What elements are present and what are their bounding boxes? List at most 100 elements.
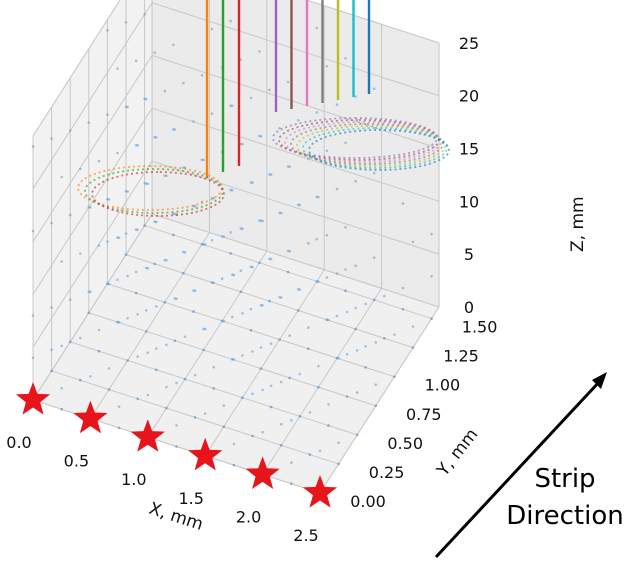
- scatter-point: [241, 142, 244, 146]
- scatter-point: [393, 333, 396, 336]
- scatter-point: [31, 145, 35, 148]
- scatter-point: [290, 482, 293, 486]
- scatter-point: [183, 251, 187, 254]
- scatter-point: [117, 405, 121, 409]
- scatter-point: [393, 375, 396, 379]
- scatter-point: [325, 276, 329, 279]
- scatter-point: [212, 365, 215, 369]
- scatter-point: [146, 266, 150, 270]
- scatter-point: [202, 348, 205, 352]
- scatter-point: [143, 13, 146, 16]
- scatter-point: [155, 136, 158, 139]
- y-tick-label: 1.25: [443, 347, 479, 366]
- scatter-point: [286, 270, 290, 274]
- scatter-point: [60, 260, 63, 263]
- scatter-point: [172, 43, 175, 47]
- scatter-point: [232, 463, 236, 467]
- scatter-point: [31, 314, 35, 317]
- scatter-point: [175, 445, 178, 448]
- scatter-point: [249, 328, 253, 332]
- scatter-point: [315, 26, 319, 30]
- scatter-point: [97, 244, 101, 247]
- scatter-point: [335, 314, 339, 318]
- scatter-point: [203, 412, 207, 415]
- scatter-point: [279, 380, 283, 384]
- scatter-point: [107, 282, 111, 286]
- scatter-point: [401, 202, 405, 205]
- scatter-point: [337, 462, 340, 466]
- scatter-point: [165, 259, 168, 262]
- trajectory-loop: [296, 125, 446, 167]
- scatter-point: [269, 173, 273, 176]
- scatter-point: [212, 197, 215, 200]
- scatter-point: [345, 395, 349, 398]
- scatter-point: [124, 21, 128, 24]
- trajectory-loop: [84, 168, 224, 214]
- z-tick-label: 0: [464, 298, 474, 317]
- scatter-point: [106, 240, 109, 243]
- scatter-point: [231, 315, 234, 319]
- scatter-point: [182, 271, 185, 275]
- scatter-point: [107, 388, 111, 391]
- gridline-z: [32, 0, 440, 137]
- scatter-point: [50, 221, 53, 225]
- scatter-point: [308, 411, 312, 414]
- scatter-point: [315, 111, 319, 114]
- scatter-point: [163, 301, 167, 304]
- scatter-point: [183, 335, 187, 339]
- scatter-point: [307, 241, 310, 245]
- scatter-point: [268, 299, 271, 303]
- scatter-point: [354, 306, 357, 310]
- scatter-point: [411, 325, 415, 328]
- scatter-point: [317, 280, 320, 283]
- scatter-point: [269, 342, 273, 345]
- y-tick-label: 1.50: [462, 318, 498, 337]
- scatter-point: [97, 159, 101, 163]
- scatter-point: [307, 326, 310, 330]
- scatter-point: [317, 385, 320, 389]
- z-tick-label: 10: [459, 192, 479, 211]
- scatter-point: [172, 233, 175, 237]
- scatter-point: [222, 425, 226, 429]
- scatter-point: [107, 198, 111, 201]
- scatter-point: [374, 404, 378, 408]
- strip-direction-label-line1: Strip: [534, 464, 595, 494]
- scatter-point: [155, 347, 158, 350]
- star-marker: [188, 437, 223, 471]
- scatter-point: [193, 204, 197, 208]
- scatter-point: [298, 203, 302, 207]
- scatter-point: [144, 97, 148, 101]
- scatter-point: [354, 327, 357, 331]
- trajectory-loop: [272, 117, 438, 159]
- scatter-point: [269, 384, 273, 388]
- scatter-point: [430, 232, 433, 236]
- scatter-point: [116, 278, 119, 282]
- scatter-point: [60, 175, 63, 179]
- scatter-point: [222, 319, 226, 323]
- scatter-point: [50, 369, 53, 373]
- scatter-point: [173, 128, 177, 131]
- scatter-point: [354, 179, 357, 183]
- scatter-point: [298, 415, 302, 418]
- scatter-point: [117, 426, 121, 430]
- scatter-point: [345, 352, 349, 356]
- scatter-point: [232, 358, 236, 361]
- scatter-point: [231, 189, 234, 192]
- scatter-point: [68, 213, 72, 217]
- scatter-point: [165, 406, 168, 410]
- scatter-point: [31, 356, 35, 360]
- x-tick-label: 1.0: [121, 470, 146, 489]
- star-marker: [302, 475, 338, 508]
- scatter-point: [345, 310, 349, 314]
- scatter-point: [355, 349, 359, 352]
- scatter-point: [155, 220, 158, 224]
- scatter-point: [259, 367, 263, 370]
- scatter-point: [355, 391, 359, 394]
- scatter-point: [173, 339, 177, 343]
- scatter-point: [325, 233, 329, 237]
- scatter-point: [241, 311, 244, 315]
- scatter-point: [126, 359, 129, 362]
- scatter-point: [200, 73, 204, 77]
- scatter-point: [259, 346, 263, 349]
